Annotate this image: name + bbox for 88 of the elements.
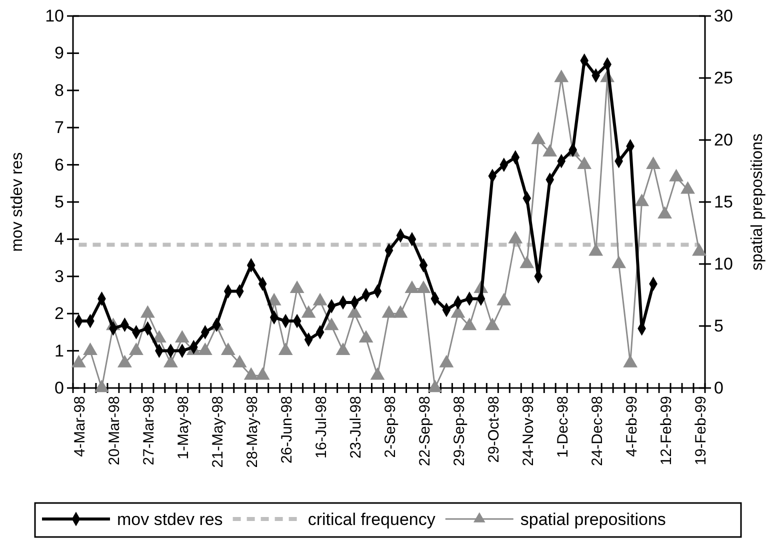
point bbox=[370, 367, 385, 380]
y-tick-label: 2 bbox=[54, 304, 64, 324]
x-tick-label: 20-Mar-98 bbox=[106, 396, 124, 466]
point bbox=[255, 367, 270, 380]
point bbox=[428, 380, 442, 392]
point bbox=[118, 354, 132, 368]
y-tick-label: 3 bbox=[54, 266, 64, 286]
point bbox=[244, 367, 258, 380]
point bbox=[232, 354, 247, 368]
point bbox=[163, 354, 178, 368]
y-axis-title: mov stdev res bbox=[9, 152, 26, 252]
point bbox=[324, 318, 339, 330]
point bbox=[404, 280, 420, 293]
y2-tick-label: 10 bbox=[714, 254, 733, 274]
point bbox=[669, 168, 684, 182]
y-tick-label: 9 bbox=[54, 44, 64, 63]
y2-tick-label: 20 bbox=[714, 130, 733, 150]
y-tick-label: 1 bbox=[54, 341, 64, 360]
point bbox=[462, 318, 477, 330]
y-tick-label: 5 bbox=[54, 192, 64, 212]
y2-tick-label: 5 bbox=[714, 316, 724, 336]
point bbox=[450, 305, 466, 318]
point bbox=[554, 70, 569, 82]
point bbox=[83, 342, 98, 355]
point bbox=[485, 318, 500, 330]
x-tick-label: 23-Jul-98 bbox=[348, 396, 365, 459]
point bbox=[278, 342, 293, 355]
point bbox=[128, 342, 144, 355]
point bbox=[520, 256, 534, 268]
point bbox=[612, 256, 626, 268]
x-tick-label: 24-Nov-98 bbox=[520, 396, 537, 466]
point bbox=[531, 132, 546, 144]
point bbox=[174, 330, 190, 343]
x-tick-label: 2-Sep-98 bbox=[382, 396, 399, 458]
point bbox=[416, 280, 431, 293]
y2-tick-label: 0 bbox=[714, 378, 724, 398]
legend-label: spatial prepositions bbox=[520, 510, 666, 529]
x-tick-label: 16-Jul-98 bbox=[313, 396, 330, 459]
legend-label: mov stdev res bbox=[117, 510, 223, 529]
point bbox=[588, 243, 604, 256]
point bbox=[220, 342, 236, 355]
x-tick-label: 29-Oct-98 bbox=[485, 396, 502, 463]
y2-tick-label: 30 bbox=[714, 6, 733, 26]
x-tick-label: 29-Sep-98 bbox=[450, 396, 468, 466]
y2-axis-title: spatial prepositions bbox=[749, 134, 766, 270]
x-tick-label: 22-Sep-98 bbox=[416, 396, 434, 466]
point bbox=[312, 292, 328, 306]
point bbox=[393, 305, 408, 318]
point bbox=[542, 144, 558, 157]
x-tick-label: 26-Jun-98 bbox=[278, 396, 296, 464]
point bbox=[658, 206, 672, 219]
x-tick-label: 28-May-98 bbox=[244, 396, 262, 468]
legend-label: critical frequency bbox=[308, 510, 436, 529]
point bbox=[94, 380, 109, 392]
point bbox=[496, 292, 512, 306]
y-tick-label: 8 bbox=[54, 80, 64, 100]
point bbox=[198, 342, 212, 355]
point bbox=[301, 305, 316, 318]
point bbox=[290, 280, 304, 293]
x-tick-label: 27-Mar-98 bbox=[140, 396, 158, 466]
y-tick-label: 6 bbox=[54, 155, 64, 174]
y-tick-label: 10 bbox=[45, 6, 64, 26]
x-tick-label: 12-Feb-99 bbox=[658, 396, 675, 466]
point bbox=[358, 330, 374, 343]
x-tick-label: 4-Mar-98 bbox=[72, 396, 89, 457]
x-tick-label: 1-May-98 bbox=[175, 396, 192, 460]
point bbox=[347, 305, 362, 318]
point bbox=[72, 354, 86, 368]
point bbox=[382, 305, 396, 318]
x-tick-label: 19-Feb-99 bbox=[692, 396, 710, 466]
point bbox=[439, 354, 454, 368]
point bbox=[336, 342, 350, 355]
point bbox=[577, 156, 592, 169]
y-tick-label: 7 bbox=[54, 118, 64, 138]
y2-tick-label: 15 bbox=[714, 192, 733, 212]
x-tick-label: 21-May-98 bbox=[210, 396, 227, 468]
y2-tick-label: 25 bbox=[714, 68, 733, 88]
x-tick-label: 24-Dec-98 bbox=[588, 396, 606, 466]
x-tick-label: 1-Dec-98 bbox=[554, 396, 572, 458]
point bbox=[508, 230, 523, 244]
point bbox=[634, 194, 650, 206]
point bbox=[646, 156, 660, 169]
point bbox=[680, 181, 695, 194]
x-tick-label: 4-Feb-99 bbox=[623, 396, 640, 457]
point bbox=[692, 243, 706, 256]
point bbox=[140, 305, 155, 318]
y-tick-label: 0 bbox=[54, 378, 64, 398]
y-tick-label: 4 bbox=[54, 230, 64, 249]
